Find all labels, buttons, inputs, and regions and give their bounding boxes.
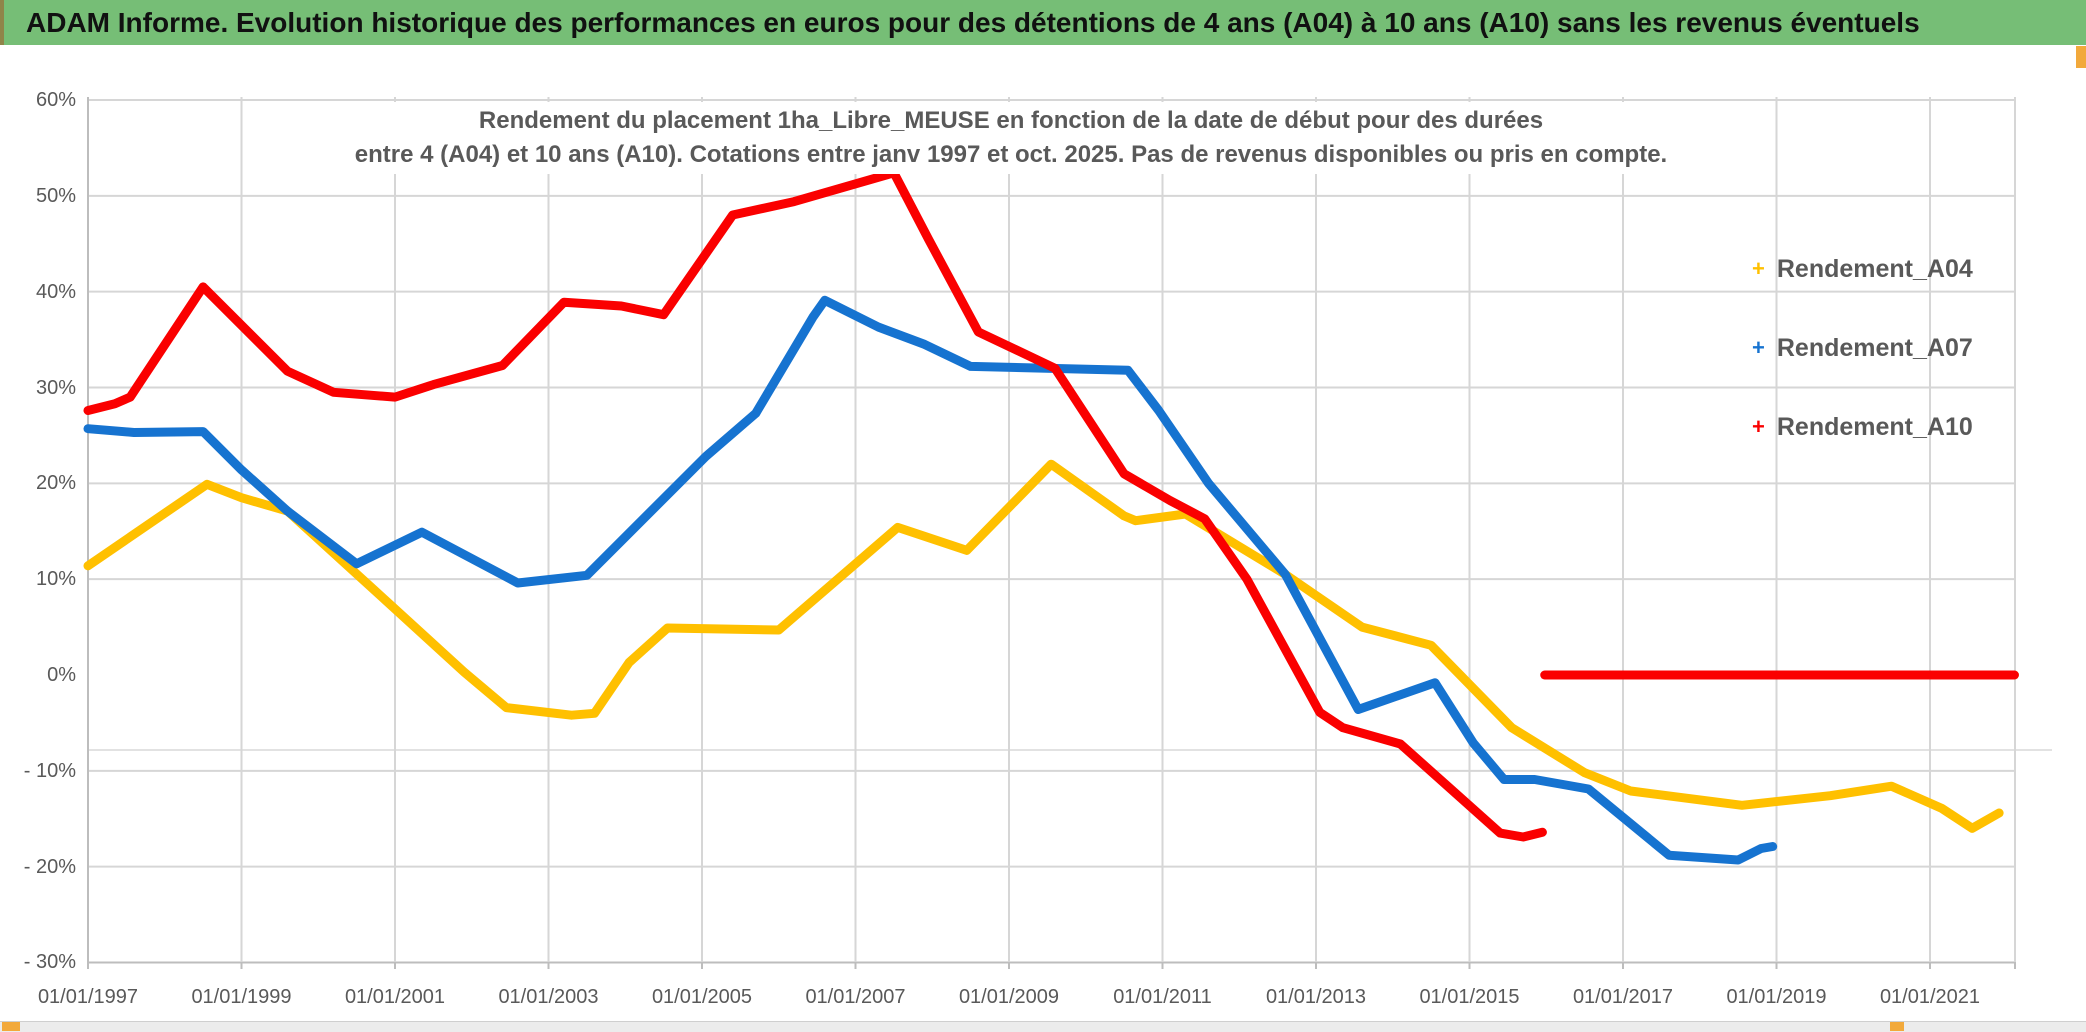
y-tick-label: 60% — [35, 89, 76, 111]
header-bar: ADAM Informe. Evolution historique des p… — [0, 0, 2086, 45]
y-tick-label: 40% — [35, 280, 76, 303]
y-tick-label: 30% — [35, 376, 76, 399]
x-tick-label: 01/01/2007 — [805, 986, 906, 1008]
y-tick-label: - 30% — [23, 951, 76, 974]
y-tick-label: - 20% — [23, 855, 76, 878]
selection-handle-top-right[interactable] — [2076, 46, 2086, 68]
legend-label: Rendement_A04 — [1776, 254, 1973, 283]
legend-plus-marker-icon: + — [1752, 335, 1765, 360]
x-tick-label: 01/01/2005 — [651, 986, 753, 1008]
x-tick-label: 01/01/2021 — [1879, 986, 1981, 1008]
y-tick-label: 50% — [35, 184, 76, 207]
x-tick-label: 01/01/2009 — [958, 986, 1060, 1008]
y-tick-label: 10% — [35, 568, 76, 591]
plot-svg — [83, 97, 2052, 969]
chart-title: Rendement du placement 1ha_Libre_MEUSE e… — [340, 102, 1682, 174]
x-tick-label: 01/01/2015 — [1419, 986, 1520, 1008]
legend-plus-marker-icon: + — [1752, 414, 1765, 439]
x-tick-label: 01/01/2011 — [1113, 986, 1212, 1008]
legend-item-rendement_a07[interactable]: + Rendement_A07 — [1752, 330, 1973, 366]
x-tick-label: 01/01/2013 — [1265, 986, 1367, 1008]
selection-handle-bottom-mid[interactable] — [1890, 1022, 1904, 1031]
chart-title-line1: Rendement du placement 1ha_Libre_MEUSE e… — [478, 107, 1544, 134]
chart-area: Rendement du placement 1ha_Libre_MEUSE e… — [0, 46, 2086, 1021]
x-tick-label: 01/01/2019 — [1726, 986, 1827, 1008]
chart-title-line2: entre 4 (A04) et 10 ans (A10). Cotations… — [354, 141, 1668, 168]
x-tick-label: 01/01/2003 — [498, 986, 599, 1008]
x-tick-label: 01/01/2001 — [344, 986, 446, 1008]
legend-label: Rendement_A10 — [1776, 412, 1973, 441]
legend-plus-marker-icon: + — [1752, 256, 1765, 281]
x-tick-label: 01/01/1999 — [191, 986, 292, 1008]
series-line-rendement_a04 — [83, 459, 2004, 833]
x-tick-label: 01/01/2017 — [1572, 986, 1674, 1008]
page-title: ADAM Informe. Evolution historique des p… — [26, 7, 1920, 38]
series-line-rendement_a10 — [83, 168, 1547, 842]
series-line-rendement_a07 — [83, 295, 1778, 865]
legend-label: Rendement_A07 — [1776, 333, 1973, 362]
legend-item-rendement_a04[interactable]: + Rendement_A04 — [1752, 251, 1973, 287]
y-tick-label: 0% — [47, 664, 76, 686]
selection-handle-bottom-left[interactable] — [2, 1022, 20, 1031]
x-tick-label: 01/01/1997 — [37, 986, 139, 1008]
header-accent-strip — [0, 0, 4, 45]
y-tick-label: 20% — [35, 472, 76, 495]
legend-item-rendement_a10[interactable]: + Rendement_A10 — [1752, 409, 1973, 445]
bottom-strip — [0, 1021, 2086, 1032]
y-tick-label: - 10% — [23, 759, 76, 782]
